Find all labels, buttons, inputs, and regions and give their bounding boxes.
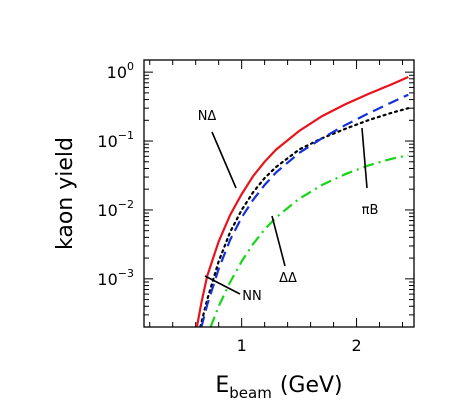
y-tick-exponent: −1 [118, 129, 134, 142]
plot-frame [143, 59, 415, 328]
y-tick-exponent: −3 [118, 267, 134, 280]
x-tick-label: 1 [237, 336, 247, 355]
annotation-label: NΔ [198, 109, 217, 124]
x-axis-label: Ebeam (GeV) [215, 373, 342, 402]
y-tick-label: 10−3 [97, 267, 134, 289]
annotations-layer: NΔ NN πB ΔΔ [198, 109, 379, 304]
y-tick-label: 100 [107, 60, 134, 82]
y-tick-label: 10−1 [97, 129, 134, 151]
y-tick-base: 10 [97, 270, 117, 289]
x-tick-label: 2 [351, 336, 361, 355]
curves-layer [195, 75, 410, 327]
y-tick-exponent: 0 [127, 60, 134, 73]
y-tick-label: 10−2 [97, 198, 134, 220]
x-axis-label-main: E [215, 373, 229, 398]
y-axis-label: kaon yield [53, 137, 78, 250]
x-axis-label-unit: (GeV) [280, 373, 343, 398]
annotation-leader-line [271, 215, 286, 267]
curve-NΔ [195, 75, 409, 327]
y-tick-base: 10 [107, 63, 127, 82]
annotation-leader-line [204, 275, 241, 295]
annotation-label: ΔΔ [279, 271, 297, 286]
annotation-leader-line [361, 127, 368, 189]
annotation-leader-line [211, 131, 237, 189]
annotation-label: πB [362, 203, 379, 218]
y-tick-exponent: −2 [118, 198, 134, 211]
y-tick-base: 10 [97, 132, 117, 151]
y-tick-base: 10 [97, 201, 117, 220]
annotation-label: NN [242, 289, 261, 304]
curve-πB [200, 93, 409, 327]
x-axis-label-sub: beam [229, 384, 272, 402]
curve-ΔΔ [209, 154, 409, 327]
curve-NN [199, 107, 410, 327]
